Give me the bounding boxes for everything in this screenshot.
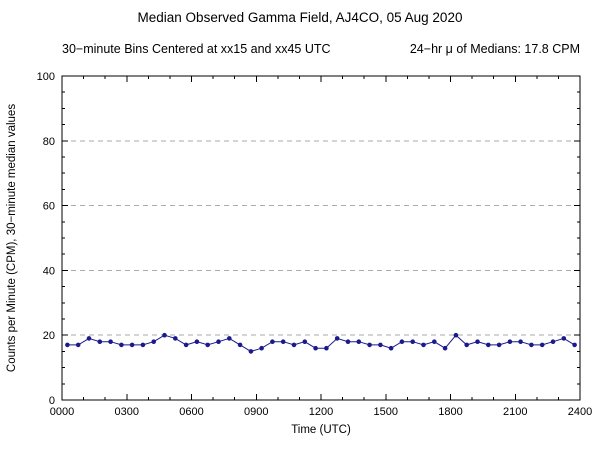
data-point (421, 342, 426, 348)
y-tick-label: 0 (49, 395, 55, 407)
data-point (270, 339, 275, 345)
data-point (324, 345, 329, 351)
data-point (464, 342, 470, 348)
data-point (378, 342, 383, 348)
data-point (205, 342, 210, 348)
x-tick-label: 0600 (179, 406, 203, 418)
data-point (432, 339, 437, 345)
data-point (539, 342, 545, 348)
data-point (442, 345, 448, 351)
data-point (518, 339, 523, 345)
data-point (302, 339, 308, 345)
data-point (227, 336, 232, 341)
data-point (237, 342, 243, 348)
data-point (334, 336, 340, 341)
data-point (399, 339, 405, 345)
data-point (410, 339, 416, 345)
data-point (248, 349, 254, 354)
data-point (108, 339, 113, 345)
data-point (216, 339, 221, 345)
data-point (453, 332, 459, 338)
data-point (65, 342, 70, 348)
data-point (194, 339, 200, 345)
y-tick-label: 40 (43, 265, 55, 277)
data-point (119, 342, 124, 348)
x-axis-title: Time (UTC) (291, 424, 351, 436)
x-tick-label: 1200 (309, 406, 333, 418)
x-tick-label: 2100 (503, 406, 527, 418)
data-point (486, 342, 491, 348)
data-point (173, 336, 178, 341)
x-tick-label: 0900 (244, 406, 268, 418)
data-point (97, 339, 103, 345)
x-tick-label: 0000 (50, 406, 74, 418)
data-point (313, 345, 318, 351)
plot-border (61, 75, 581, 401)
data-point (86, 336, 92, 341)
data-point (496, 342, 502, 348)
data-point (561, 336, 567, 341)
chart-subtitle: 30−minute Bins Centered at xx15 and xx45… (62, 42, 580, 56)
chart-generated-layer: 0000 0300 0600 0900 1200 1500 1800 2100 2400 0 20 4… (37, 71, 593, 418)
y-axis-title: Counts per Minute (CPM), 30−minute media… (6, 104, 18, 372)
subtitle-mean-label: 24−hr μ of Medians: 17.8 CPM (409, 42, 580, 56)
x-tick-label: 2400 (568, 406, 592, 418)
data-point (507, 339, 513, 345)
data-point (475, 339, 480, 345)
data-point (529, 342, 534, 348)
data-point (345, 339, 351, 345)
data-point (259, 345, 264, 351)
data-point (140, 342, 146, 348)
data-point (356, 339, 362, 345)
y-tick-label: 80 (43, 136, 55, 148)
data-point (183, 342, 189, 348)
x-tick-label: 1500 (374, 406, 398, 418)
data-point (572, 342, 577, 348)
data-point (280, 339, 286, 345)
data-point (291, 342, 297, 348)
data-point (388, 345, 394, 351)
x-tick-label: 1800 (438, 406, 462, 418)
chart-title: Median Observed Gamma Field, AJ4CO, 05 A… (137, 10, 463, 25)
y-tick-label: 20 (43, 330, 55, 342)
data-point (129, 342, 135, 348)
y-tick-label: 60 (43, 201, 55, 213)
y-tick-label: 100 (37, 71, 55, 83)
subtitle-bins-label: 30−minute Bins Centered at xx15 and xx45… (62, 42, 331, 56)
data-point (550, 339, 556, 345)
data-point (162, 332, 167, 338)
data-point (151, 339, 156, 345)
data-point (367, 342, 372, 348)
x-tick-label: 0300 (115, 406, 139, 418)
data-point (75, 342, 81, 348)
